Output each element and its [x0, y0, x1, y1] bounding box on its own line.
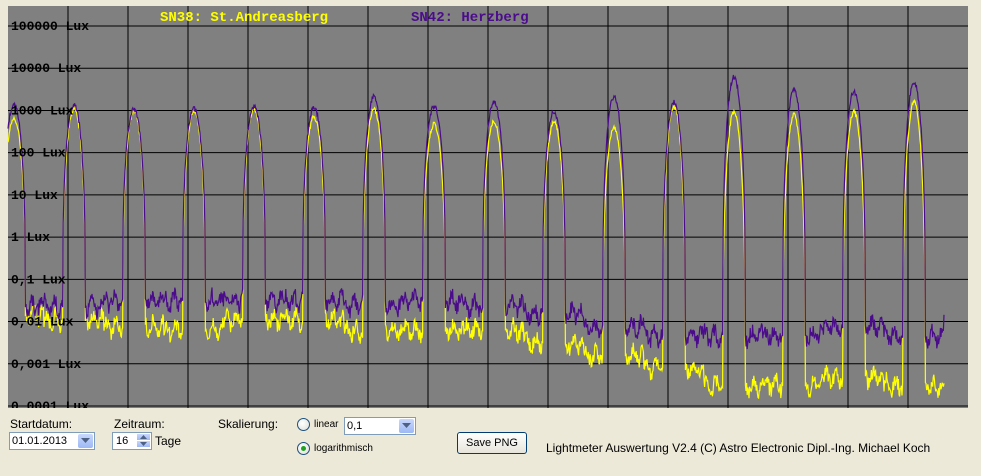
chevron-down-icon[interactable] [399, 419, 414, 433]
y-tick-label: 1 Lux [11, 230, 50, 245]
startdatum-label: Startdatum: [10, 417, 73, 431]
series-line-sn42 [7, 74, 945, 350]
zeitraum-value: 16 [116, 435, 129, 447]
linear-label: linear [314, 419, 339, 430]
chart-canvas: 100000 Lux 10000 Lux 1000 Lux 100 Lux 10 Lux… [7, 6, 968, 408]
y-tick-label: 100 Lux [11, 146, 66, 161]
linear-radio[interactable] [297, 418, 310, 431]
zeitraum-unit: Tage [155, 434, 182, 448]
y-tick-label: 10000 Lux [11, 61, 81, 76]
linear-value-combobox[interactable]: 0,1 [344, 417, 416, 435]
y-tick-label: 0,01 Lux [11, 315, 74, 330]
y-tick-label: 0,1 Lux [11, 272, 66, 287]
linear-value: 0,1 [347, 420, 363, 432]
spin-down-icon[interactable] [137, 441, 150, 448]
logarithmisch-radio[interactable] [297, 442, 310, 455]
zeitraum-stepper[interactable]: 16 [112, 432, 152, 450]
chevron-down-icon[interactable] [78, 434, 93, 448]
y-tick-label: 0,001 Lux [11, 357, 81, 372]
y-tick-label: 100000 Lux [11, 19, 89, 34]
legend-sn38: SN38: St.Andreasberg [160, 10, 328, 26]
save-png-button[interactable]: Save PNG [457, 432, 527, 454]
lux-chart: 100000 Lux 10000 Lux 1000 Lux 100 Lux 10 Lux… [7, 6, 968, 408]
spin-up-icon[interactable] [137, 434, 150, 441]
logarithmisch-label: logarithmisch [314, 443, 373, 454]
footer-text: Lightmeter Auswertung V2.4 (C) Astro Ele… [546, 441, 931, 455]
y-tick-label: 1000 Lux [11, 103, 74, 118]
legend-sn42: SN42: Herzberg [411, 10, 529, 26]
y-tick-label: 10 Lux [11, 188, 58, 203]
series-line-sn38 [7, 98, 945, 400]
startdatum-value: 01.01.2013 [12, 435, 68, 447]
startdatum-combobox[interactable]: 01.01.2013 [9, 432, 95, 450]
zeitraum-label: Zeitraum: [114, 417, 165, 431]
y-tick-label: 0,0001 Lux [11, 399, 89, 408]
skalierung-label: Skalierung: [218, 417, 279, 431]
